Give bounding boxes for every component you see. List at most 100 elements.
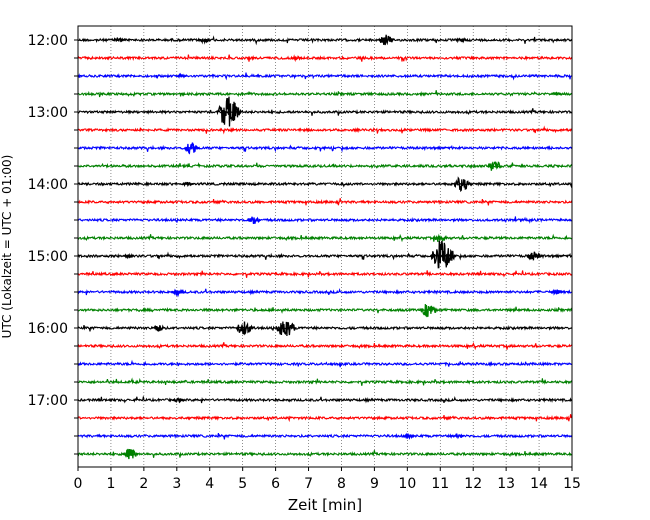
seismic-event (275, 321, 297, 336)
trace-line (77, 414, 573, 423)
seismic-event (455, 37, 468, 44)
trace-1300 (77, 96, 573, 127)
x-tick-label: 3 (172, 476, 181, 492)
trace-1200 (77, 34, 573, 46)
seismic-event (235, 321, 254, 336)
seismic-event (122, 252, 135, 260)
trace-1515 (77, 270, 573, 278)
trace-group (77, 34, 573, 460)
trace-line (77, 287, 572, 296)
y-tick-label: 15:00 (28, 249, 68, 265)
x-tick-label: 4 (205, 476, 214, 492)
trace-line (77, 35, 573, 46)
seismic-event (550, 91, 563, 96)
y-tick-label: 14:00 (28, 177, 68, 193)
seismic-event (432, 233, 449, 242)
x-tick-label: 0 (74, 476, 83, 492)
x-tick-label: 12 (464, 476, 482, 492)
trace-line (77, 144, 573, 153)
trace-1530 (77, 287, 572, 298)
seismic-event (453, 176, 471, 193)
x-tick-label: 15 (563, 476, 581, 492)
trace-line (77, 198, 573, 206)
trace-1700 (77, 395, 573, 404)
trace-line (77, 341, 573, 351)
trace-1715 (77, 414, 573, 423)
trace-line (77, 125, 573, 135)
trace-1430 (77, 216, 572, 225)
y-axis-title: UTC (Lokalzeit = UTC + 01:00) (0, 155, 14, 339)
x-tick-label: 8 (337, 476, 346, 492)
trace-1415 (77, 198, 573, 206)
seismic-event (175, 72, 188, 79)
trace-line (77, 162, 573, 170)
seismic-event (419, 304, 438, 318)
trace-line (77, 54, 573, 62)
x-tick-label: 2 (139, 476, 148, 492)
seismic-event (172, 397, 185, 404)
trace-line (77, 306, 573, 314)
trace-1315 (77, 125, 573, 135)
seismic-event (181, 181, 195, 188)
x-tick-label: 10 (398, 476, 416, 492)
trace-line (77, 359, 572, 368)
seismic-event (151, 324, 166, 332)
y-tick-label: 17:00 (28, 393, 68, 409)
trace-line (77, 395, 573, 404)
trace-line (77, 251, 573, 261)
seismic-event (122, 448, 139, 460)
seismic-event (526, 251, 542, 261)
seismic-event (402, 432, 416, 440)
seismic-event (171, 288, 186, 298)
seismic-event (550, 288, 564, 296)
seismic-event (451, 432, 465, 440)
x-tick-label: 7 (304, 476, 313, 492)
trace-1615 (77, 341, 573, 351)
seismic-event (429, 240, 457, 269)
trace-1545 (77, 304, 573, 318)
x-tick-label: 11 (431, 476, 449, 492)
trace-1445 (77, 233, 572, 243)
trace-line (77, 432, 573, 440)
trace-1230 (77, 72, 573, 81)
trace-1215 (77, 54, 573, 63)
x-tick-label: 13 (497, 476, 515, 492)
plot-frame (77, 25, 573, 468)
trace-1745 (77, 448, 573, 460)
trace-line (77, 108, 573, 116)
trace-line (77, 216, 572, 224)
trace-1245 (77, 90, 573, 98)
x-tick-label: 9 (370, 476, 379, 492)
trace-1645 (77, 377, 573, 386)
y-tick-label: 16:00 (28, 321, 68, 337)
seismic-event (290, 54, 303, 63)
x-tick-label: 5 (238, 476, 247, 492)
x-tick-label: 1 (106, 476, 115, 492)
y-tick-label: 13:00 (28, 105, 68, 121)
trace-line (77, 181, 573, 189)
seismic-event (112, 37, 126, 43)
seismic-event (246, 216, 262, 225)
seismic-event (486, 161, 503, 171)
trace-1630 (77, 359, 572, 368)
trace-line (77, 72, 573, 81)
trace-line (77, 270, 573, 278)
trace-1730 (77, 432, 573, 440)
x-tick-label: 6 (271, 476, 280, 492)
y-axis: 12:00 13:00 14:00 15:00 16:00 17:00 (28, 33, 78, 455)
x-tick-label: 14 (530, 476, 548, 492)
trace-1500 (77, 240, 573, 269)
trace-line (77, 233, 572, 243)
trace-1345 (77, 161, 573, 171)
x-axis: 0 1 2 3 4 5 6 7 8 9 10 11 12 13 14 15 (74, 467, 581, 492)
trace-1600 (77, 321, 573, 336)
trace-1330 (77, 142, 573, 155)
seismic-event (215, 96, 243, 127)
trace-line (77, 450, 573, 458)
y-tick-label: 12:00 (28, 33, 68, 49)
trace-line (77, 377, 573, 386)
x-axis-title: Zeit [min] (288, 496, 362, 514)
trace-1400 (77, 176, 573, 193)
seismic-event (377, 34, 395, 46)
